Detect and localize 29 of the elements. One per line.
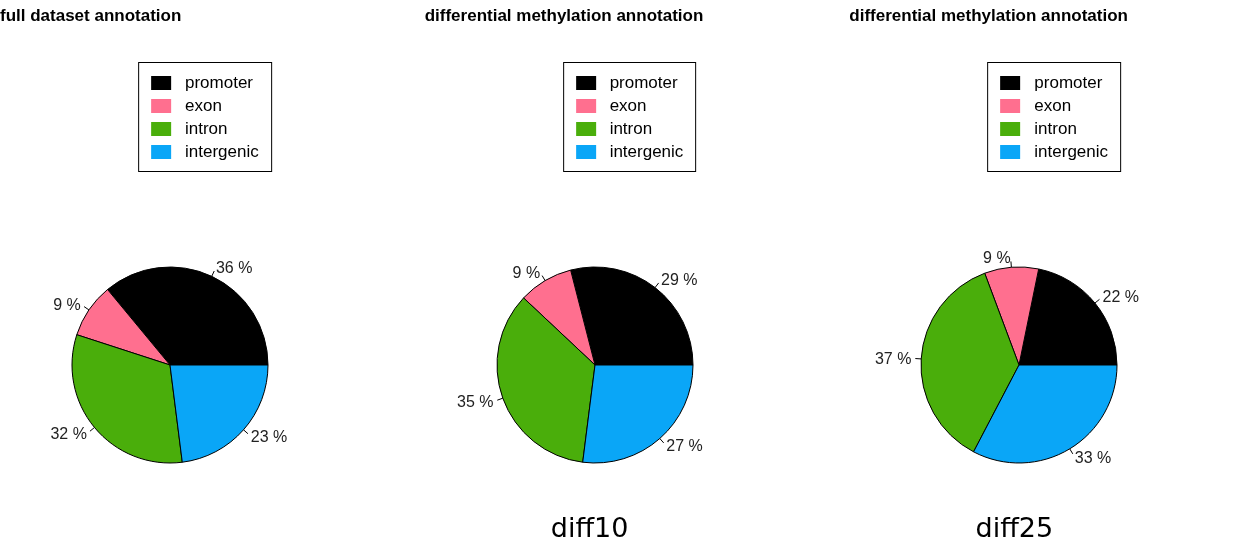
data-label: 9 % — [983, 249, 1011, 267]
data-label: 22 % — [1102, 288, 1140, 306]
legend-label: promoter — [184, 72, 253, 93]
data-label: 29 % — [660, 271, 698, 289]
legend-label: intergenic — [1034, 141, 1109, 162]
data-label: 32 % — [50, 425, 87, 443]
legend-label: promoter — [1034, 72, 1103, 93]
legend-label: intergenic — [184, 141, 259, 162]
legend-label: intron — [184, 118, 228, 139]
legend-label: promoter — [609, 72, 678, 93]
legend-label: exon — [1034, 95, 1072, 116]
text: diff25 — [974, 512, 1055, 543]
legend-label: intron — [609, 118, 653, 139]
data-label: 27 % — [665, 437, 703, 455]
chart-title: differential methylation annotation — [849, 6, 1129, 26]
text: diff10 — [549, 512, 630, 543]
chart-title: differential methylation annotation — [424, 6, 705, 26]
legend-label: exon — [609, 95, 647, 116]
legend-label: intergenic — [609, 141, 684, 162]
data-label: 36 % — [215, 258, 253, 276]
data-label: 37 % — [875, 349, 912, 367]
legend-label: intron — [1034, 118, 1077, 139]
data-label: 9 % — [512, 263, 540, 281]
data-label: 33 % — [1075, 448, 1112, 466]
legend-label: exon — [184, 95, 222, 116]
data-label: 35 % — [456, 393, 494, 411]
data-label: 9 % — [53, 295, 81, 313]
chart-title: full dataset annotation — [0, 6, 183, 26]
data-label: 23 % — [250, 427, 288, 445]
